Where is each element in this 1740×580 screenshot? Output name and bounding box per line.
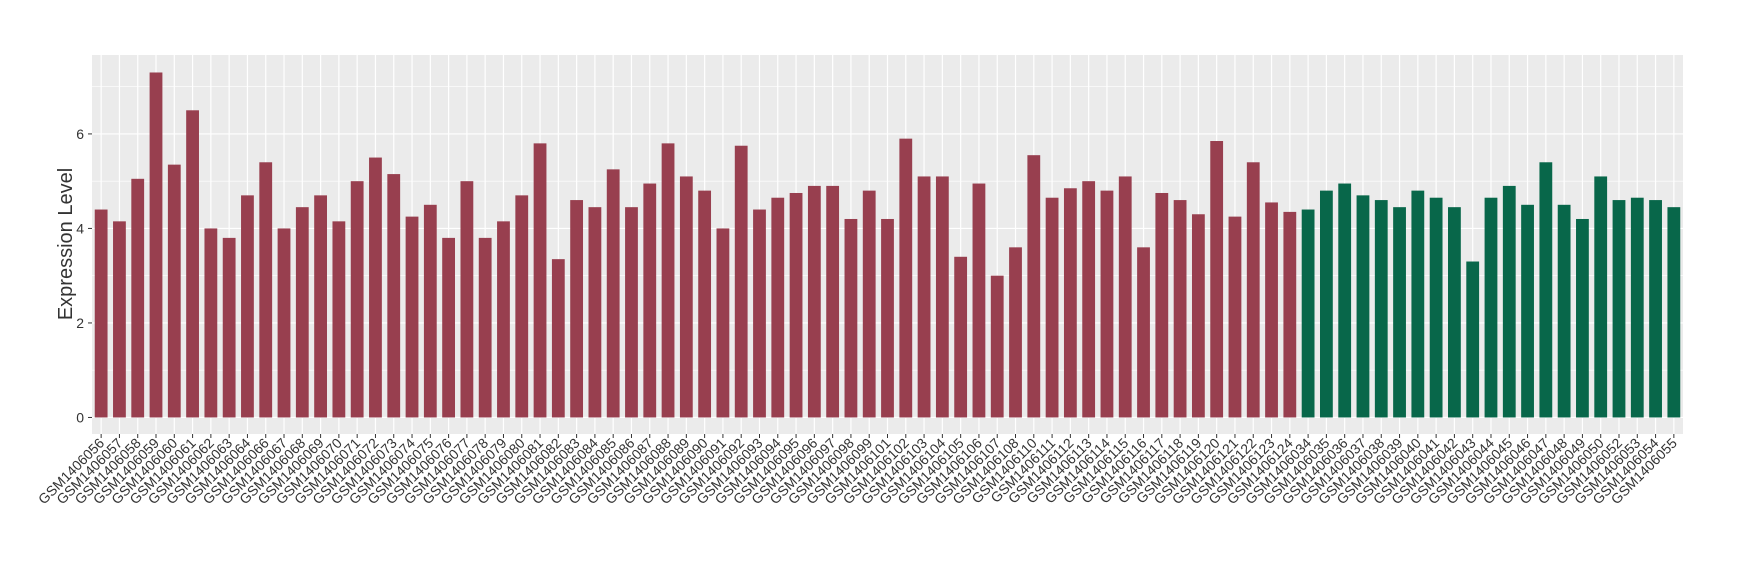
bar (698, 190, 712, 418)
bar (131, 178, 145, 418)
bar (917, 176, 931, 418)
bar (643, 183, 657, 418)
bar (1045, 197, 1059, 418)
bar (1301, 209, 1315, 418)
bar (442, 237, 456, 418)
bar (460, 181, 474, 418)
bar (1173, 200, 1187, 418)
bar (1484, 197, 1498, 418)
bar (1374, 200, 1388, 418)
bar (350, 181, 364, 418)
bar (1319, 190, 1333, 418)
bar (1429, 197, 1443, 418)
bar (1027, 155, 1041, 418)
bar (1100, 190, 1114, 418)
bar (1594, 176, 1608, 418)
bar (1338, 183, 1352, 418)
bar (625, 207, 638, 418)
bar (113, 221, 126, 418)
bar (1576, 218, 1589, 418)
bar (1265, 202, 1278, 418)
bar (990, 275, 1004, 418)
bar (570, 200, 584, 418)
bar (405, 216, 419, 418)
bar (204, 228, 218, 418)
bar (259, 162, 273, 418)
bar (478, 237, 492, 418)
bar (314, 195, 327, 418)
bar (186, 110, 199, 418)
y-tick-label: 4 (76, 220, 84, 236)
bar (1009, 247, 1022, 418)
bar (1649, 200, 1662, 418)
bar (167, 164, 181, 418)
bar (1612, 200, 1626, 418)
bar (972, 183, 986, 418)
bar (1557, 204, 1571, 418)
bar (606, 169, 620, 418)
bar (241, 195, 254, 418)
bar (661, 143, 675, 418)
bar (716, 228, 730, 418)
y-axis-title: Expression Level (55, 168, 77, 320)
bar (588, 207, 602, 418)
bar (1228, 216, 1242, 418)
bar (497, 221, 510, 418)
bar (1448, 207, 1461, 418)
bar (1466, 261, 1480, 418)
bar (1137, 247, 1150, 418)
y-tick-label: 2 (76, 315, 84, 331)
bar (1667, 207, 1681, 418)
y-tick-label: 0 (76, 409, 84, 425)
bar (387, 174, 401, 418)
bar (332, 221, 346, 418)
bar (94, 209, 108, 418)
bar (1063, 188, 1077, 418)
bar (1082, 181, 1096, 418)
bar (423, 204, 437, 418)
bar (1283, 211, 1297, 418)
bar (1539, 162, 1553, 418)
bar (295, 207, 309, 418)
bar (1502, 185, 1516, 418)
bar (954, 256, 968, 418)
bar (1118, 176, 1132, 418)
bar (149, 72, 163, 418)
bar (734, 145, 748, 418)
bar (881, 218, 894, 418)
bar (1356, 195, 1370, 418)
bar (862, 190, 876, 418)
bar (807, 185, 821, 418)
y-tick-label: 6 (76, 126, 84, 142)
bar (1155, 192, 1169, 418)
bar (753, 209, 766, 418)
bar (551, 259, 565, 418)
bar (789, 192, 803, 418)
bar (1191, 214, 1205, 418)
bar (1630, 197, 1644, 418)
bar (935, 176, 949, 418)
bar (1246, 162, 1260, 418)
bar (277, 228, 291, 418)
bar (1521, 204, 1534, 418)
bar (679, 176, 693, 418)
bar (222, 237, 236, 418)
bar (1393, 207, 1406, 418)
bar (533, 143, 547, 418)
bar (1210, 141, 1224, 418)
bar (899, 138, 913, 418)
bar (515, 195, 529, 418)
bar (844, 218, 858, 418)
bar (826, 185, 840, 418)
bar (771, 197, 785, 418)
bar (1411, 190, 1425, 418)
bar (369, 157, 382, 418)
